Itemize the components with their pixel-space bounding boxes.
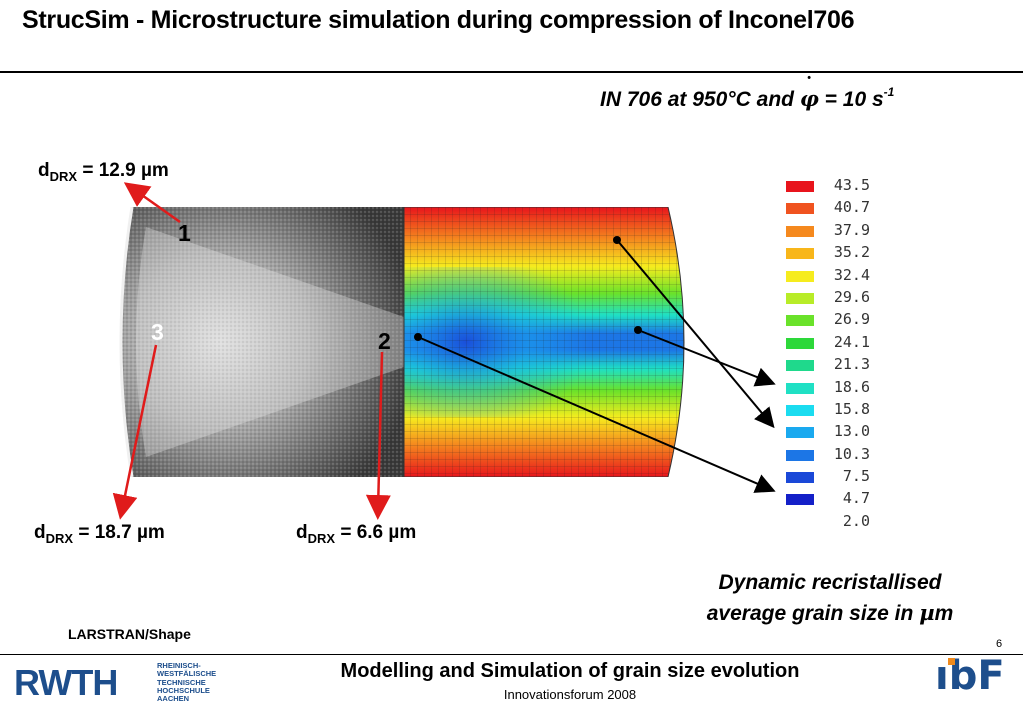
grain-size-value: = 12.9 µm (77, 160, 169, 181)
legend-entry: 13.0 (780, 422, 900, 444)
footer-divider (0, 654, 1023, 655)
legend-entry: 40.7 (780, 198, 900, 220)
legend-swatch (786, 270, 814, 282)
legend-value: 37.9 (833, 220, 870, 239)
legend-entry: 43.5 (780, 176, 900, 198)
legend-entry: 21.3 (780, 355, 900, 377)
legend-value: 15.8 (833, 399, 870, 418)
legend-entry: 15.8 (780, 400, 900, 422)
legend-entry: 24.1 (780, 333, 900, 355)
leader-line (616, 239, 775, 429)
d-symbol: d (38, 160, 50, 181)
legend-value: 10.3 (833, 444, 870, 463)
legend-swatch (786, 449, 814, 461)
conditions-text: IN 706 at 950°C and (600, 88, 800, 111)
grain-size-value: = 6.6 µm (335, 522, 417, 543)
region-3-marker: 3 (151, 319, 164, 345)
legend-value: 40.7 (833, 198, 870, 217)
caption-line-2: average grain size in µm (660, 598, 1000, 629)
legend-swatch (786, 315, 814, 327)
legend-value: 26.9 (833, 310, 870, 329)
conditions-tail: = 10 s (818, 88, 884, 111)
legend-value: 24.1 (833, 332, 870, 351)
rwth-logo: RWTH (14, 662, 118, 703)
figure-caption: Dynamic recristallised average grain siz… (660, 568, 1000, 629)
legend-entry: 4.7 (780, 489, 900, 511)
leader-line (637, 329, 776, 387)
d-subscript: DRX (307, 530, 336, 546)
legend-value: 18.6 (833, 377, 870, 396)
legend-value: 29.6 (833, 287, 870, 306)
legend-entry: 29.6 (780, 288, 900, 310)
legend-swatch (786, 494, 814, 506)
legend-swatch (786, 337, 814, 349)
legend-swatch (786, 404, 814, 416)
legend-swatch (786, 248, 814, 260)
footer-subtitle: Innovationsforum 2008 (503, 687, 637, 702)
region-2-marker: 2 (378, 328, 391, 354)
legend-swatch (786, 181, 814, 192)
source-note: LARSTRAN/Shape (68, 626, 191, 642)
page-number: 6 (996, 638, 1003, 650)
grain-size-label-3: dDRX = 18.7 µm (34, 522, 165, 546)
legend-value: 35.2 (833, 243, 870, 262)
rwth-logo-line: RHEINISCH- (157, 661, 201, 670)
legend-value: 2.0 (842, 511, 870, 530)
process-conditions: IN 706 at 950°C and φ = 10 s-1 (600, 73, 895, 112)
legend-swatch (786, 292, 814, 304)
legend-entry: 32.4 (780, 266, 900, 288)
unit-m: m (934, 602, 954, 625)
ibf-logo: ıbF (935, 653, 1005, 699)
page-title: StrucSim - Microstructure simulation dur… (22, 6, 855, 34)
legend-value: 7.5 (842, 467, 870, 486)
region-1-marker: 1 (178, 220, 191, 246)
grain-size-value: = 18.7 µm (73, 522, 165, 543)
legend-value: 32.4 (833, 265, 870, 284)
d-subscript: DRX (49, 168, 78, 184)
mu-symbol: µ (919, 600, 935, 625)
rwth-logo-line: HOCHSCHULE (157, 685, 210, 695)
color-legend: 43.5 40.7 37.9 35.2 32.4 29.6 26.9 24.1 21.3 18.6… (780, 176, 900, 534)
rwth-logo-line: TECHNISCHE (157, 677, 206, 687)
caption-text: average grain size in (706, 602, 920, 625)
legend-swatch (786, 225, 814, 237)
legend-value: 13.0 (833, 422, 870, 441)
rwth-logo-line: WESTFÄLISCHE (157, 669, 217, 679)
legend-swatch (786, 203, 814, 215)
strain-rate-symbol: φ (800, 73, 819, 111)
legend-value: 21.3 (833, 355, 870, 374)
legend-swatch (786, 427, 814, 439)
legend-swatch (786, 472, 814, 484)
footer-title: Modelling and Simulation of grain size e… (340, 660, 800, 682)
rwth-logo-text: RHEINISCH- WESTFÄLISCHE TECHNISCHE HOCHSCHU… (157, 661, 217, 704)
rwth-logo-line: AACHEN (157, 694, 190, 704)
d-subscript: DRX (45, 530, 74, 546)
legend-value: 43.5 (833, 176, 870, 194)
leader-line (417, 336, 776, 493)
legend-entry: 10.3 (780, 445, 900, 467)
simulation-figure (119, 207, 685, 477)
legend-value: 4.7 (842, 489, 870, 508)
legend-entry: 35.2 (780, 243, 900, 265)
legend-entry: 2.0 (780, 512, 900, 534)
legend-entry: 26.9 (780, 310, 900, 332)
d-symbol: d (296, 522, 308, 543)
title-divider (0, 71, 1023, 73)
ibf-logo-dot (948, 658, 955, 665)
conditions-exponent: -1 (883, 85, 895, 99)
legend-swatch (786, 360, 814, 372)
d-symbol: d (34, 522, 46, 543)
arrow-to-label-2 (365, 351, 391, 520)
grain-size-label-1: dDRX = 12.9 µm (38, 160, 169, 184)
grain-size-label-2: dDRX = 6.6 µm (296, 522, 416, 546)
arrow-to-label-1 (123, 182, 181, 224)
legend-entry: 37.9 (780, 221, 900, 243)
legend-entry: 7.5 (780, 467, 900, 489)
legend-entry: 18.6 (780, 378, 900, 400)
caption-line-1: Dynamic recristallised (718, 571, 942, 594)
legend-swatch (786, 382, 814, 394)
arrow-to-label-3 (112, 344, 158, 520)
